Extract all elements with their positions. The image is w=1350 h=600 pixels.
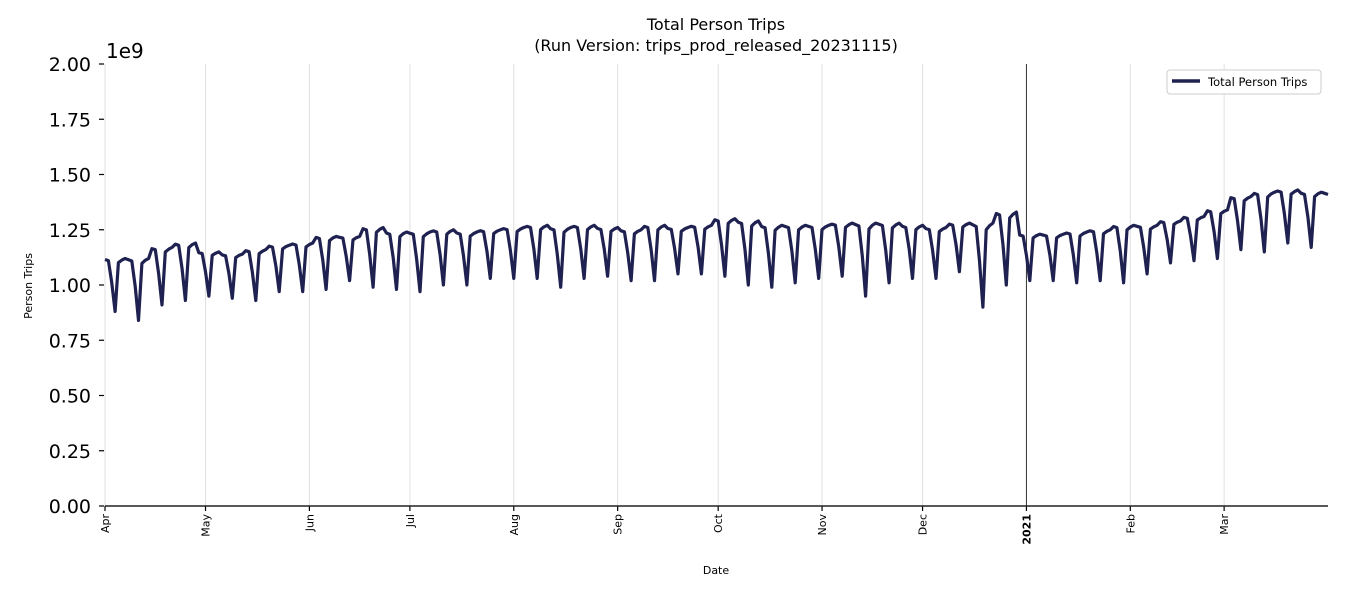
y-tick-label: 1.00 [49,275,91,297]
y-axis-label: Person Trips [22,253,35,319]
chart-subtitle: (Run Version: trips_prod_released_202311… [534,36,898,55]
x-tick-label: Dec [917,514,930,535]
x-tick-label: Mar [1218,514,1231,535]
x-tick-label: May [200,514,213,537]
x-tick-label: Nov [816,514,829,536]
x-tick-label: Sep [612,514,625,535]
y-tick-label: 1.50 [49,165,91,187]
y-axis-scale-label: 1e9 [106,39,144,63]
chart-title: Total Person Trips [646,15,786,34]
x-axis-label: Date [703,564,730,577]
x-tick-label: Jun [303,514,316,532]
legend: Total Person Trips [1166,69,1322,95]
x-axis: Apr May Jun Jul Aug Sep Oct Nov Dec 2021 Feb Mar [99,505,1328,545]
y-tick-label: 1.25 [49,220,91,242]
x-tick-label: Apr [99,514,112,534]
x-tick-label: Feb [1124,514,1137,533]
x-tick-label: 2021 [1020,514,1033,545]
series-line-total-person-trips [104,188,1329,322]
y-tick-label: 0.75 [49,330,91,352]
x-tick-label: Jul [404,514,417,528]
vertical-gridlines [104,64,1225,506]
y-tick-label: 0.25 [49,441,91,463]
y-tick-label: 2.00 [49,54,91,76]
legend-label: Total Person Trips [1207,75,1307,89]
x-tick-label: Aug [508,514,521,535]
y-axis: 0.00 0.25 0.50 0.75 1.00 1.25 1.50 1.75 2.00 [49,54,104,518]
y-tick-label: 0.00 [49,496,91,518]
x-tick-label: Oct [712,513,725,533]
y-tick-label: 0.50 [49,386,91,408]
y-tick-label: 1.75 [49,109,91,131]
